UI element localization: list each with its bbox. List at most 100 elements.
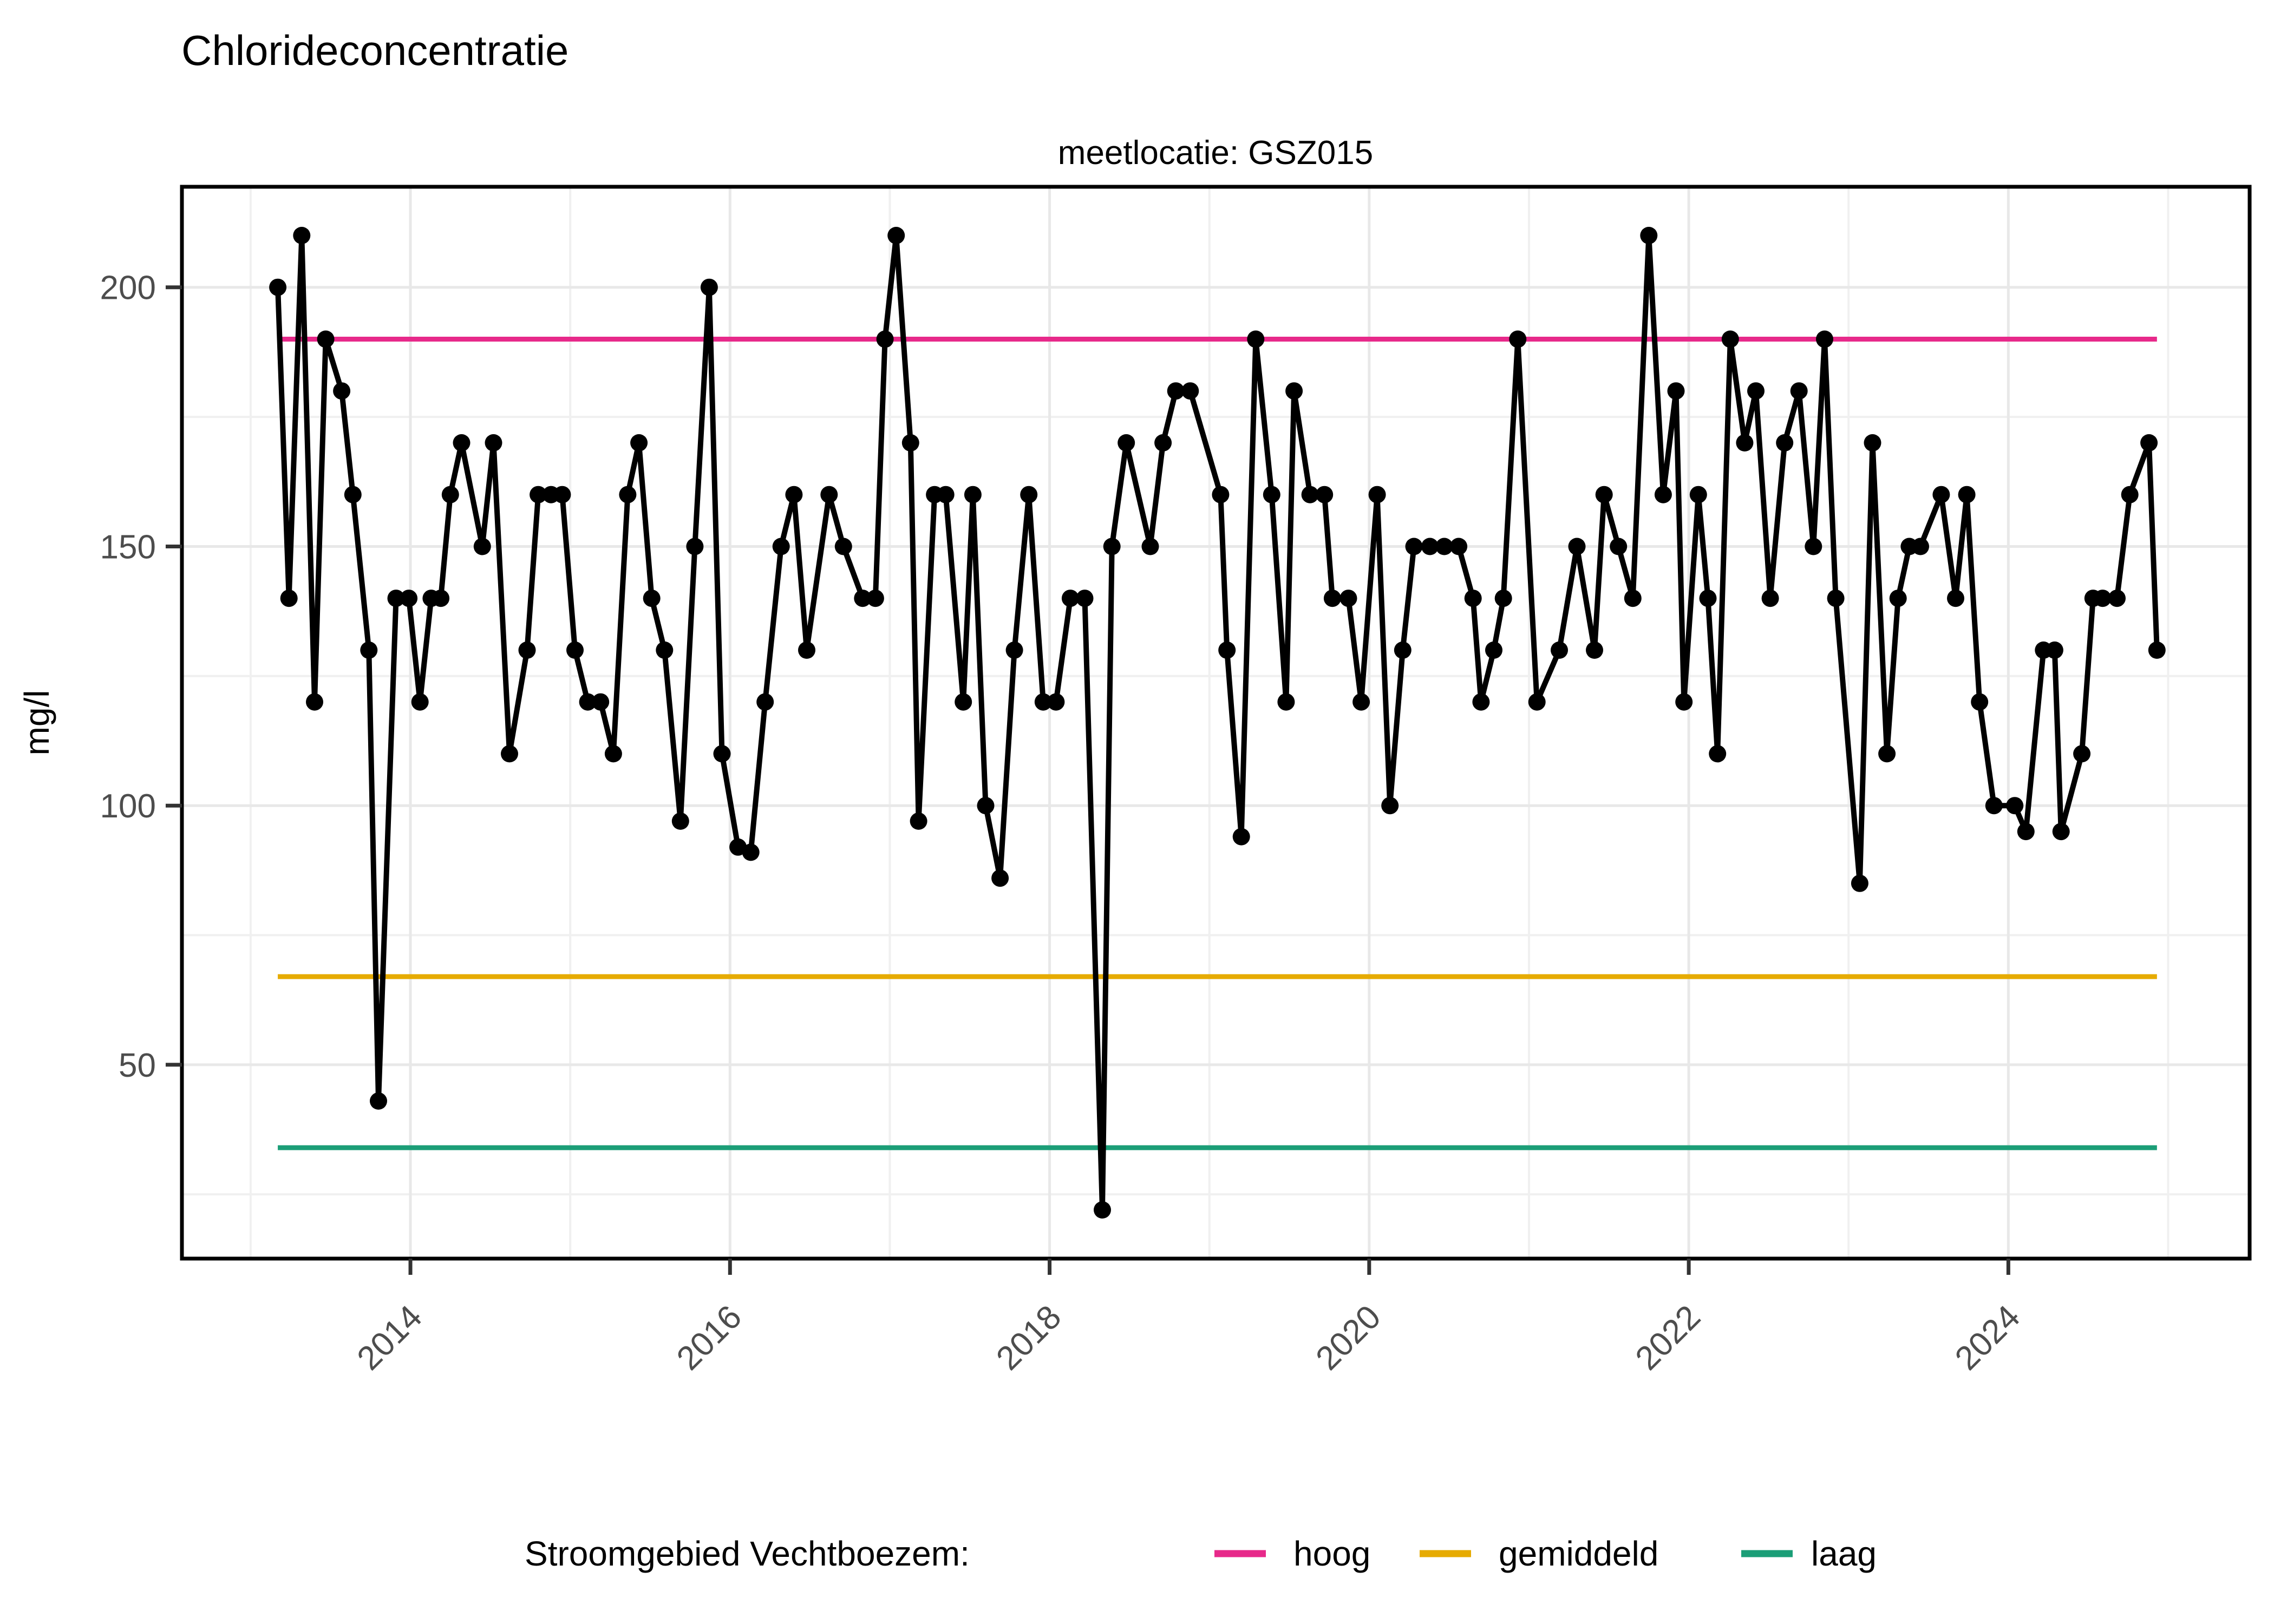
data-point xyxy=(887,227,905,244)
data-point xyxy=(1435,538,1453,555)
data-point xyxy=(317,330,335,348)
data-point xyxy=(955,693,972,711)
data-point xyxy=(1761,590,1779,607)
data-point xyxy=(400,590,418,607)
data-point xyxy=(1699,590,1717,607)
data-point xyxy=(1394,641,1412,659)
data-point xyxy=(1020,486,1038,503)
data-point xyxy=(820,486,838,503)
data-point xyxy=(671,812,689,830)
data-point xyxy=(1061,590,1079,607)
data-point xyxy=(1790,382,1808,400)
data-point xyxy=(977,797,995,815)
data-point xyxy=(1118,434,1135,451)
data-point xyxy=(1485,641,1502,659)
data-point xyxy=(1776,434,1794,451)
data-point xyxy=(1167,382,1185,400)
data-point xyxy=(1464,590,1482,607)
data-point xyxy=(473,538,491,555)
data-point xyxy=(1218,641,1236,659)
data-point xyxy=(2094,590,2112,607)
x-tick-label-2020: 2020 xyxy=(1309,1298,1388,1377)
page-title: Chlorideconcentratie xyxy=(181,27,568,74)
data-point xyxy=(1610,538,1628,555)
data-point xyxy=(937,486,955,503)
data-point xyxy=(1551,641,1568,659)
axis-ticks xyxy=(166,285,2010,1275)
data-point xyxy=(1076,590,1094,607)
y-tick-label-200: 200 xyxy=(100,270,156,307)
data-point xyxy=(1958,486,1976,503)
data-point xyxy=(1654,486,1672,503)
data-point xyxy=(2006,797,2024,815)
data-point xyxy=(742,843,760,861)
data-point xyxy=(834,538,852,555)
data-point xyxy=(1675,693,1693,711)
data-point xyxy=(1721,330,1739,348)
data-point xyxy=(387,590,405,607)
data-point xyxy=(1827,590,1845,607)
data-point xyxy=(1747,382,1765,400)
data-point xyxy=(964,486,982,503)
panel-border xyxy=(180,185,2252,1261)
data-point xyxy=(1154,434,1172,451)
x-tick-label-2014: 2014 xyxy=(350,1298,429,1377)
data-point xyxy=(2046,641,2063,659)
gridlines-major xyxy=(182,187,2250,1259)
data-point xyxy=(1816,330,1833,348)
data-point xyxy=(441,486,459,503)
x-tick-label-2024: 2024 xyxy=(1948,1298,2027,1377)
data-point xyxy=(1094,1201,1111,1219)
legend-label-hoog: hoog xyxy=(1293,1534,1370,1573)
data-point xyxy=(1805,538,1822,555)
y-tick-label-100: 100 xyxy=(100,788,156,825)
facet-subtitle: meetlocatie: GSZ015 xyxy=(1058,134,1373,172)
reference-lines xyxy=(278,336,2157,1150)
data-point xyxy=(1932,486,1950,503)
data-point xyxy=(1263,486,1280,503)
data-point xyxy=(2108,590,2126,607)
series-line xyxy=(275,233,2160,1213)
data-point xyxy=(344,486,362,503)
data-point xyxy=(453,434,471,451)
data-point xyxy=(1323,590,1341,607)
data-point xyxy=(1947,590,1964,607)
data-point xyxy=(1339,590,1357,607)
data-point xyxy=(910,812,927,830)
data-point xyxy=(1047,693,1065,711)
data-point xyxy=(1421,538,1439,555)
data-point xyxy=(269,278,287,296)
legend-label-gemiddeld: gemiddeld xyxy=(1499,1534,1658,1573)
legend-title: Stroomgebied Vechtboezem: xyxy=(525,1534,970,1573)
data-point xyxy=(360,641,378,659)
data-point xyxy=(656,641,674,659)
x-tick-label-2022: 2022 xyxy=(1629,1298,1708,1377)
data-point xyxy=(619,486,637,503)
data-point xyxy=(1368,486,1386,503)
y-tick-label-150: 150 xyxy=(100,528,156,566)
data-point xyxy=(553,486,571,503)
data-point xyxy=(1277,693,1295,711)
y-tick-label-50: 50 xyxy=(119,1047,156,1084)
data-point xyxy=(1667,382,1685,400)
data-point xyxy=(2148,641,2166,659)
data-point xyxy=(1450,538,1468,555)
data-point xyxy=(1568,538,1586,555)
data-point xyxy=(1212,486,1230,503)
data-point xyxy=(1381,797,1399,815)
data-point xyxy=(432,590,450,607)
data-point xyxy=(1889,590,1907,607)
data-point xyxy=(566,641,584,659)
data-point xyxy=(306,693,323,711)
data-point xyxy=(370,1092,387,1110)
data-point xyxy=(1528,693,1546,711)
data-point xyxy=(1912,538,1929,555)
data-point xyxy=(2052,823,2070,841)
data-series xyxy=(269,227,2166,1219)
data-point xyxy=(1985,797,2003,815)
data-point xyxy=(592,693,610,711)
data-point xyxy=(1640,227,1658,244)
data-point xyxy=(643,590,661,607)
gridlines-minor xyxy=(182,187,2250,1259)
data-point xyxy=(1181,382,1199,400)
